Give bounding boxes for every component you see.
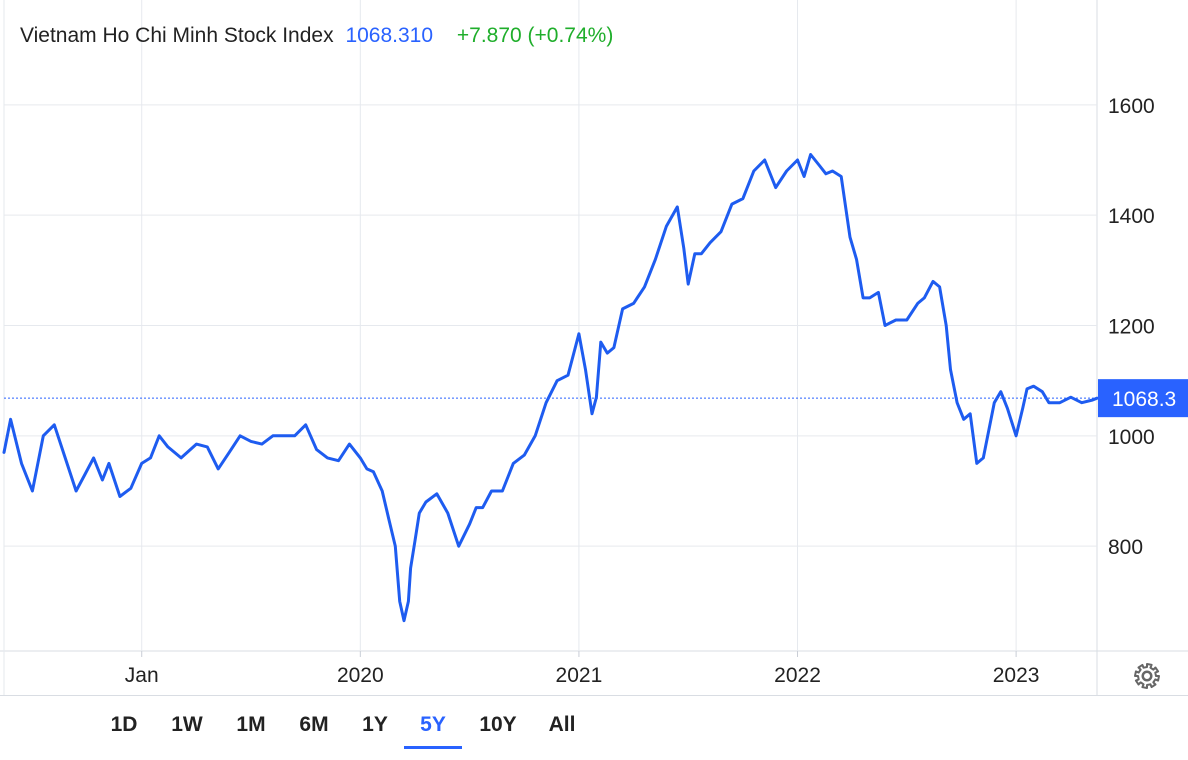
range-button-10y[interactable]: 10Y [479,713,517,736]
y-axis: 800 1000 1200 1400 1600 [1108,95,1155,559]
index-series-line [2,153,1099,623]
range-toolbar: 1D 1W 1M 6M 1Y 5Y 10Y All [0,695,1188,760]
range-button-1d[interactable]: 1D [110,713,138,736]
range-button-1w[interactable]: 1W [171,713,203,736]
x-tick-label: 2023 [993,664,1040,687]
range-button-1y[interactable]: 1Y [362,713,388,736]
x-tick-label: 2022 [774,664,821,687]
x-tick-label: 2021 [556,664,603,687]
y-tick-label: 1200 [1108,316,1155,339]
index-name: Vietnam Ho Chi Minh Stock Index [20,24,334,47]
y-tick-label: 1000 [1108,426,1155,449]
range-button-5y[interactable]: 5Y [420,713,446,736]
current-value-label: 1068.3 [1112,388,1176,411]
chart-header: Vietnam Ho Chi Minh Stock Index 1068.310… [20,24,613,48]
range-button-all[interactable]: All [548,713,576,736]
last-price: 1068.310 [345,24,434,47]
selected-range-underline [404,746,462,749]
y-tick-label: 1400 [1108,205,1155,228]
price-chart[interactable]: Jan 2020 2021 2022 2023 8001000120014001600 … [0,0,1188,695]
plot-area [2,153,1099,623]
gear-outline [1134,663,1160,689]
current-value-marker: 1068.3 [4,379,1188,418]
price-change: +7.870 (+0.74%) [456,24,614,47]
range-button-1m[interactable]: 1M [236,713,266,736]
current-value-badge [1098,379,1188,418]
range-button-6m[interactable]: 6M [299,713,329,736]
y-tick-label: 800 [1108,536,1143,559]
chart-grid [0,0,1188,695]
gear-hub [1142,671,1152,681]
toolbar-divider [0,695,1188,696]
y-tick-label: 1600 [1108,95,1155,118]
x-axis: Jan 2020 2021 2022 2023 [125,651,1040,687]
gear-icon[interactable] [1132,661,1162,691]
x-tick-label: 2020 [337,664,384,687]
x-tick-label: Jan [125,664,159,687]
